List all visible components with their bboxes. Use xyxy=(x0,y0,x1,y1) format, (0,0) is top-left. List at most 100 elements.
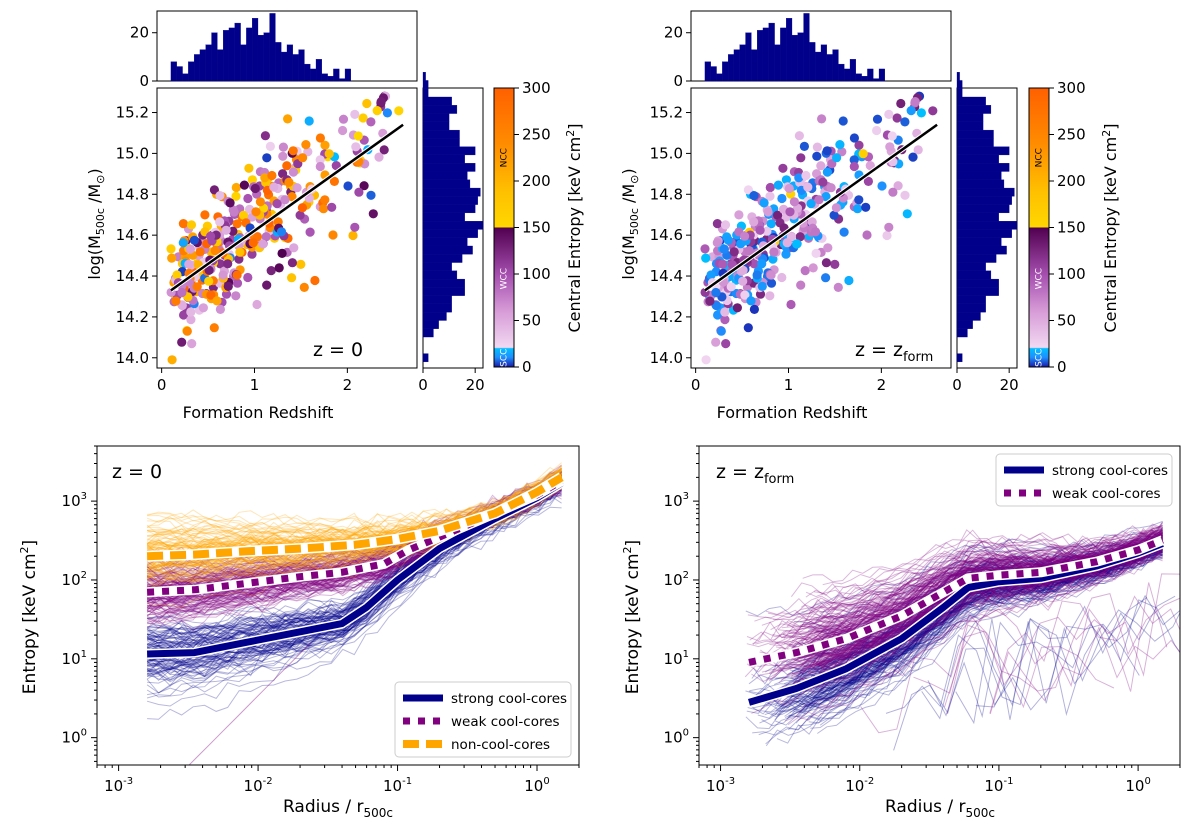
profiles-zform-profile xyxy=(808,549,1163,724)
scatter-zform-point xyxy=(908,152,918,162)
scatter-z0-point xyxy=(177,287,187,298)
hist-side-right-bar xyxy=(956,72,960,81)
hist-top-left-bar xyxy=(205,44,212,82)
scatter-ylabel-left: log(M500c /M⊙) xyxy=(85,168,107,279)
scatter-zform-point xyxy=(900,190,910,200)
profiles-z0-profile xyxy=(146,487,562,597)
hist-top-left-bar xyxy=(333,68,340,82)
scatter-zform-ytick-label: 15.0 xyxy=(650,144,683,162)
scatter-z0-point xyxy=(278,142,288,152)
scatter-z0-point xyxy=(215,217,225,227)
profiles-zform-profile xyxy=(805,522,1164,598)
hist-side-right-bar xyxy=(956,154,999,164)
scatter-z0-point xyxy=(282,161,292,171)
profiles-zform-profile xyxy=(776,533,1164,644)
profiles-zform-profile xyxy=(802,526,1163,620)
scatter-z0-point xyxy=(239,180,249,190)
profiles-zform-profile xyxy=(790,525,1163,597)
scatter-z0-point xyxy=(301,140,311,150)
scatter-zform-point xyxy=(794,131,805,141)
scatter-zform-point xyxy=(796,153,806,163)
profiles-zform-profile xyxy=(776,554,1163,744)
scatter-zform-point xyxy=(854,195,864,205)
scatter-zform-point xyxy=(885,142,895,152)
profiles-zform-profile xyxy=(817,554,1163,734)
profiles-zform-profile xyxy=(803,552,1163,711)
colorbar-left-zone-label-wcc: WCC xyxy=(500,268,510,289)
scatter-z0-point xyxy=(247,249,257,259)
scatter-z0-point xyxy=(328,230,338,240)
hist-side-left-bar xyxy=(422,312,447,321)
profiles-zform-profile xyxy=(815,532,1163,632)
scatter-zform-point xyxy=(882,230,892,241)
hist-side-left-bar xyxy=(422,187,481,197)
hist-side-left-bar xyxy=(422,320,439,329)
scatter-zform-point xyxy=(723,235,734,245)
scatter-z0-point xyxy=(166,244,176,254)
hist-top-right-bar xyxy=(762,27,769,82)
colorbar-left-tick-label: 100 xyxy=(522,265,551,283)
scatter-zform-point xyxy=(893,181,903,191)
profiles-z0-profile xyxy=(147,472,562,537)
scatter-zform-point xyxy=(872,125,882,136)
scatter-z0-point xyxy=(231,191,241,201)
profiles-zform-profile xyxy=(823,527,1163,629)
scatter-z0-point xyxy=(372,106,382,116)
hist-top-left-bar xyxy=(193,54,201,82)
scatter-zform-point xyxy=(817,114,827,124)
profiles-zform-profile xyxy=(793,527,1163,625)
hist-top-left-bar xyxy=(211,32,218,82)
hist-side-right-bar xyxy=(956,113,984,122)
profiles-zform-profile xyxy=(788,552,1163,730)
profiles-zform-profile xyxy=(821,536,1163,685)
scatter-z0-point xyxy=(167,253,177,263)
profiles-z0-profile xyxy=(147,474,562,537)
scatter-z0-point xyxy=(260,173,270,183)
scatter-z0-point xyxy=(229,207,239,217)
hist-top-left-bar xyxy=(327,76,334,82)
hist-side-right-bar xyxy=(956,254,997,263)
hist-top-right-bar xyxy=(791,34,798,82)
profiles-z0-profile xyxy=(146,487,562,613)
profiles-zform-profile xyxy=(810,548,1163,717)
scatter-z0-point xyxy=(189,235,199,245)
scatter-zform-xtick-label: 2 xyxy=(877,376,887,394)
scatter-zform-point xyxy=(726,282,736,292)
hist-side-left-bar xyxy=(422,303,452,313)
scatter-z0-point xyxy=(200,210,210,220)
profiles-zform-profile xyxy=(819,557,1163,726)
profiles-zform-profile xyxy=(775,550,1163,726)
hist-top-left-bar xyxy=(263,32,270,82)
profiles-zform-profile xyxy=(795,546,1163,724)
hist-top-left-bar xyxy=(344,68,351,82)
scatter-z0-point xyxy=(359,181,369,191)
scatter-z0-point xyxy=(320,140,330,150)
profiles-zform-profile xyxy=(813,534,1163,634)
profiles-zform-profile xyxy=(754,530,1163,622)
hist-side-right-bar xyxy=(956,196,1012,205)
profiles-z0-profile xyxy=(146,469,562,551)
profiles-z0-profile xyxy=(147,494,562,696)
profiles-zform-profile xyxy=(810,554,1163,729)
scatter-zform-point xyxy=(784,183,794,194)
scatter-zform-point xyxy=(795,232,805,242)
profiles-zform-profile xyxy=(810,546,1163,702)
scatter-zform-point xyxy=(766,270,776,280)
hist-top-right-bar xyxy=(780,27,787,82)
profiles-zform-profile xyxy=(745,549,1163,730)
profiles-zform-profile xyxy=(784,550,1163,719)
scatter-zform-point xyxy=(746,296,756,306)
scatter-z0-point xyxy=(172,270,182,280)
scatter-zform-point xyxy=(900,117,910,127)
scatter-zform-point xyxy=(910,97,920,107)
scatter-z0-point xyxy=(315,161,325,172)
scatter-z0-point xyxy=(204,265,214,275)
profiles-zform-profile xyxy=(767,527,1163,619)
hist-top-right-bar xyxy=(739,44,746,82)
scatter-z0-point xyxy=(305,227,315,237)
hist-top-right-bar xyxy=(757,30,764,82)
hist-top-left-bar xyxy=(223,30,230,82)
profiles-zform-profile xyxy=(803,532,1163,627)
hist-top-left-bar xyxy=(217,49,224,82)
scatter-z0-point xyxy=(239,210,249,220)
